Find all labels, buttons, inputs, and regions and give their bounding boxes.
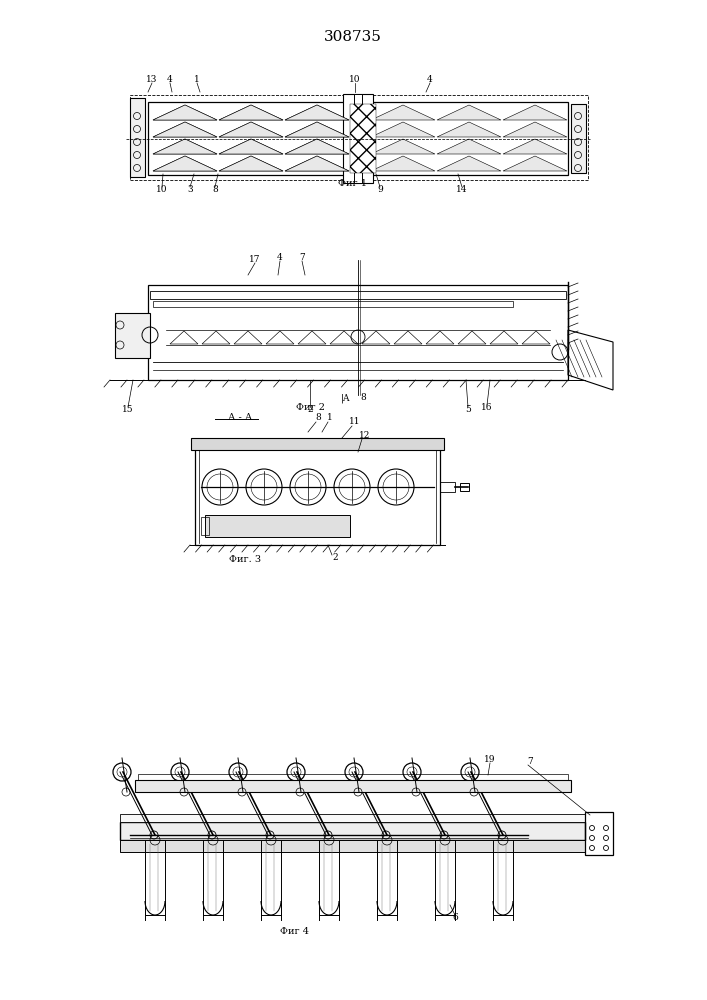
Text: 17: 17: [250, 255, 261, 264]
Bar: [148, 285, 568, 380]
Text: 13: 13: [146, 76, 158, 85]
Polygon shape: [371, 105, 435, 120]
Text: 10: 10: [349, 76, 361, 85]
Text: 6: 6: [452, 914, 458, 922]
Text: 4: 4: [167, 76, 173, 85]
Polygon shape: [437, 156, 501, 171]
Polygon shape: [153, 139, 217, 154]
Polygon shape: [503, 156, 567, 171]
Text: 1: 1: [327, 414, 333, 422]
Bar: [319, 840, 339, 915]
Bar: [203, 840, 223, 915]
Bar: [120, 814, 585, 822]
Bar: [435, 840, 455, 915]
Polygon shape: [219, 139, 283, 154]
Text: А - А: А - А: [228, 414, 252, 422]
Text: 11: 11: [349, 418, 361, 426]
Polygon shape: [285, 122, 349, 137]
Bar: [150, 291, 566, 299]
Text: 19: 19: [484, 756, 496, 764]
Text: 9: 9: [377, 186, 383, 194]
Text: |A: |A: [341, 393, 351, 403]
Text: 10: 10: [156, 186, 168, 194]
Polygon shape: [153, 105, 217, 120]
Polygon shape: [371, 122, 435, 137]
Bar: [440, 482, 455, 492]
Bar: [145, 840, 165, 915]
Polygon shape: [285, 139, 349, 154]
Text: 16: 16: [481, 403, 493, 412]
Bar: [120, 840, 585, 852]
Bar: [585, 812, 613, 855]
Bar: [115, 313, 150, 358]
Polygon shape: [153, 122, 217, 137]
Polygon shape: [153, 156, 217, 171]
Text: 14: 14: [456, 186, 468, 194]
Text: 1: 1: [194, 76, 200, 85]
Polygon shape: [285, 105, 349, 120]
Bar: [377, 840, 397, 915]
Polygon shape: [219, 105, 283, 120]
Bar: [135, 780, 571, 792]
Bar: [195, 440, 440, 545]
Text: 8: 8: [212, 186, 218, 194]
Text: 2: 2: [332, 554, 338, 562]
Polygon shape: [371, 139, 435, 154]
Text: 15: 15: [122, 406, 134, 414]
Text: 5: 5: [465, 406, 471, 414]
Bar: [130, 95, 588, 180]
Text: 2: 2: [307, 406, 312, 414]
Bar: [571, 104, 586, 173]
Text: Фиг 2: Фиг 2: [296, 403, 325, 412]
Polygon shape: [437, 122, 501, 137]
Text: Фиг 1: Фиг 1: [339, 180, 368, 188]
Text: 8: 8: [315, 414, 321, 422]
Polygon shape: [503, 122, 567, 137]
Bar: [460, 483, 469, 491]
Bar: [205, 515, 350, 537]
Text: 308735: 308735: [324, 30, 382, 44]
Bar: [493, 840, 513, 915]
Bar: [153, 301, 513, 307]
Bar: [120, 822, 585, 840]
Bar: [354, 94, 362, 183]
Bar: [191, 438, 444, 450]
Bar: [350, 104, 376, 173]
Bar: [148, 102, 348, 175]
Bar: [261, 840, 281, 915]
Polygon shape: [437, 139, 501, 154]
Text: 7: 7: [527, 758, 533, 766]
Text: 7: 7: [299, 253, 305, 262]
Text: Фиг. 3: Фиг. 3: [229, 556, 261, 564]
Text: 4: 4: [277, 253, 283, 262]
Bar: [343, 94, 373, 183]
Bar: [201, 517, 209, 535]
Polygon shape: [503, 139, 567, 154]
Text: Фиг 4: Фиг 4: [281, 928, 310, 936]
Text: 3: 3: [187, 186, 193, 194]
Polygon shape: [371, 156, 435, 171]
Bar: [130, 98, 145, 177]
Polygon shape: [503, 105, 567, 120]
Polygon shape: [219, 122, 283, 137]
Text: 12: 12: [359, 430, 370, 440]
Polygon shape: [437, 105, 501, 120]
Polygon shape: [219, 156, 283, 171]
Text: 8: 8: [360, 393, 366, 402]
Text: 4: 4: [427, 76, 433, 85]
Bar: [368, 102, 568, 175]
Polygon shape: [285, 156, 349, 171]
Bar: [138, 774, 568, 780]
